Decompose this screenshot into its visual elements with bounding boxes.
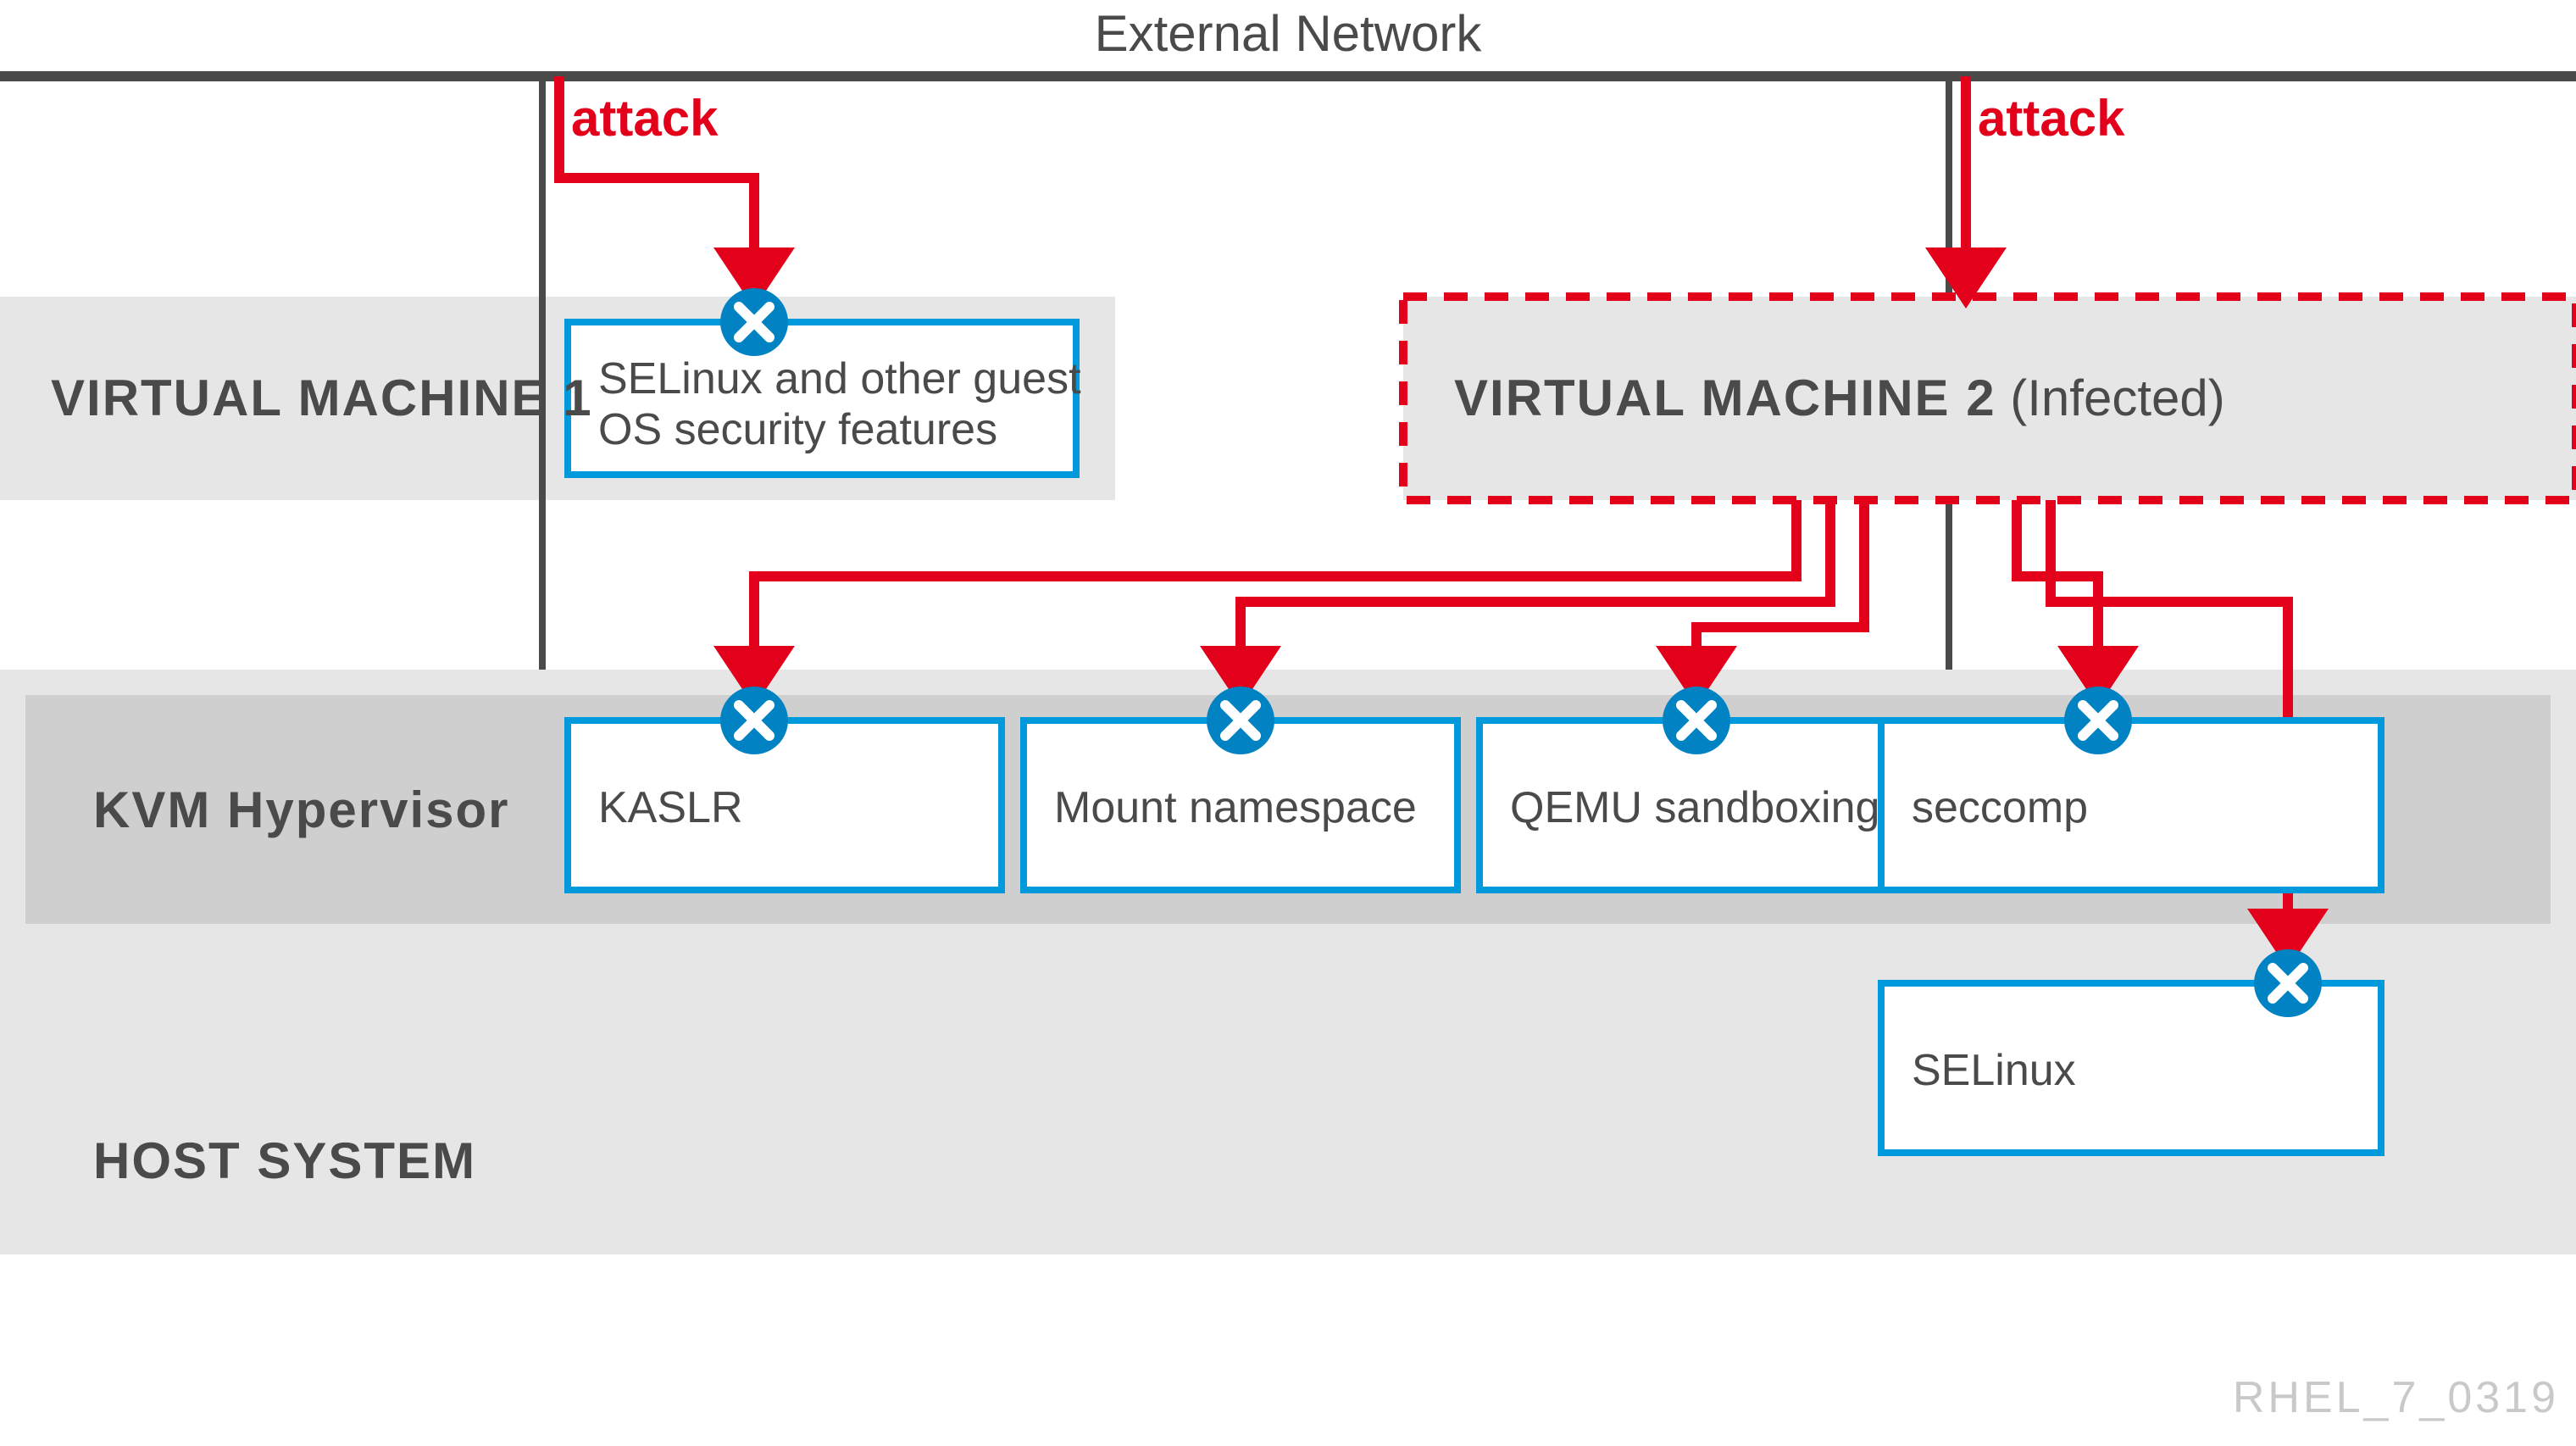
text-feat-seccomp: seccomp [1912, 783, 2088, 832]
label-footer: RHEL_7_0319 [2233, 1373, 2559, 1422]
text-feat-vm1-l2: OS security features [598, 405, 997, 454]
label-attack-2: attack [1978, 90, 2125, 147]
attack-arrow-from-vm2-2 [1696, 500, 1864, 666]
label-host-system: HOST SYSTEM [93, 1132, 476, 1189]
diagram-root: External Network attack attack VIRTUAL MACH… [0, 0, 2576, 1446]
attack-arrow-from-vm2-0 [754, 500, 1796, 666]
feature-box-seccomp-block-icon [2064, 687, 2132, 754]
text-feat-qemu: QEMU sandboxing [1510, 783, 1879, 832]
label-attack-1: attack [571, 90, 719, 147]
feature-box-selinux-block-icon [2254, 949, 2322, 1017]
feature-box-qemu-sandboxing-block-icon [1663, 687, 1730, 754]
feature-box-vm1-selinux-block-icon [720, 288, 788, 356]
label-external-network: External Network [1095, 5, 1483, 62]
label-vm2: VIRTUAL MACHINE 2 (Infected) [1454, 370, 2225, 426]
label-vm1: VIRTUAL MACHINE 1 [51, 370, 593, 426]
attack-arrow-from-vm2-3 [2017, 500, 2098, 666]
text-feat-selinux: SELinux [1912, 1046, 2076, 1095]
label-kvm-hypervisor: KVM Hypervisor [93, 781, 509, 838]
attack-arrow-from-vm2-1 [1241, 500, 1830, 666]
feature-box-kaslr-block-icon [720, 687, 788, 754]
text-feat-mount: Mount namespace [1054, 783, 1417, 832]
feature-box-mount-namespace-block-icon [1207, 687, 1274, 754]
text-feat-kaslr: KASLR [598, 783, 743, 832]
text-feat-vm1-l1: SELinux and other guest [598, 354, 1081, 403]
